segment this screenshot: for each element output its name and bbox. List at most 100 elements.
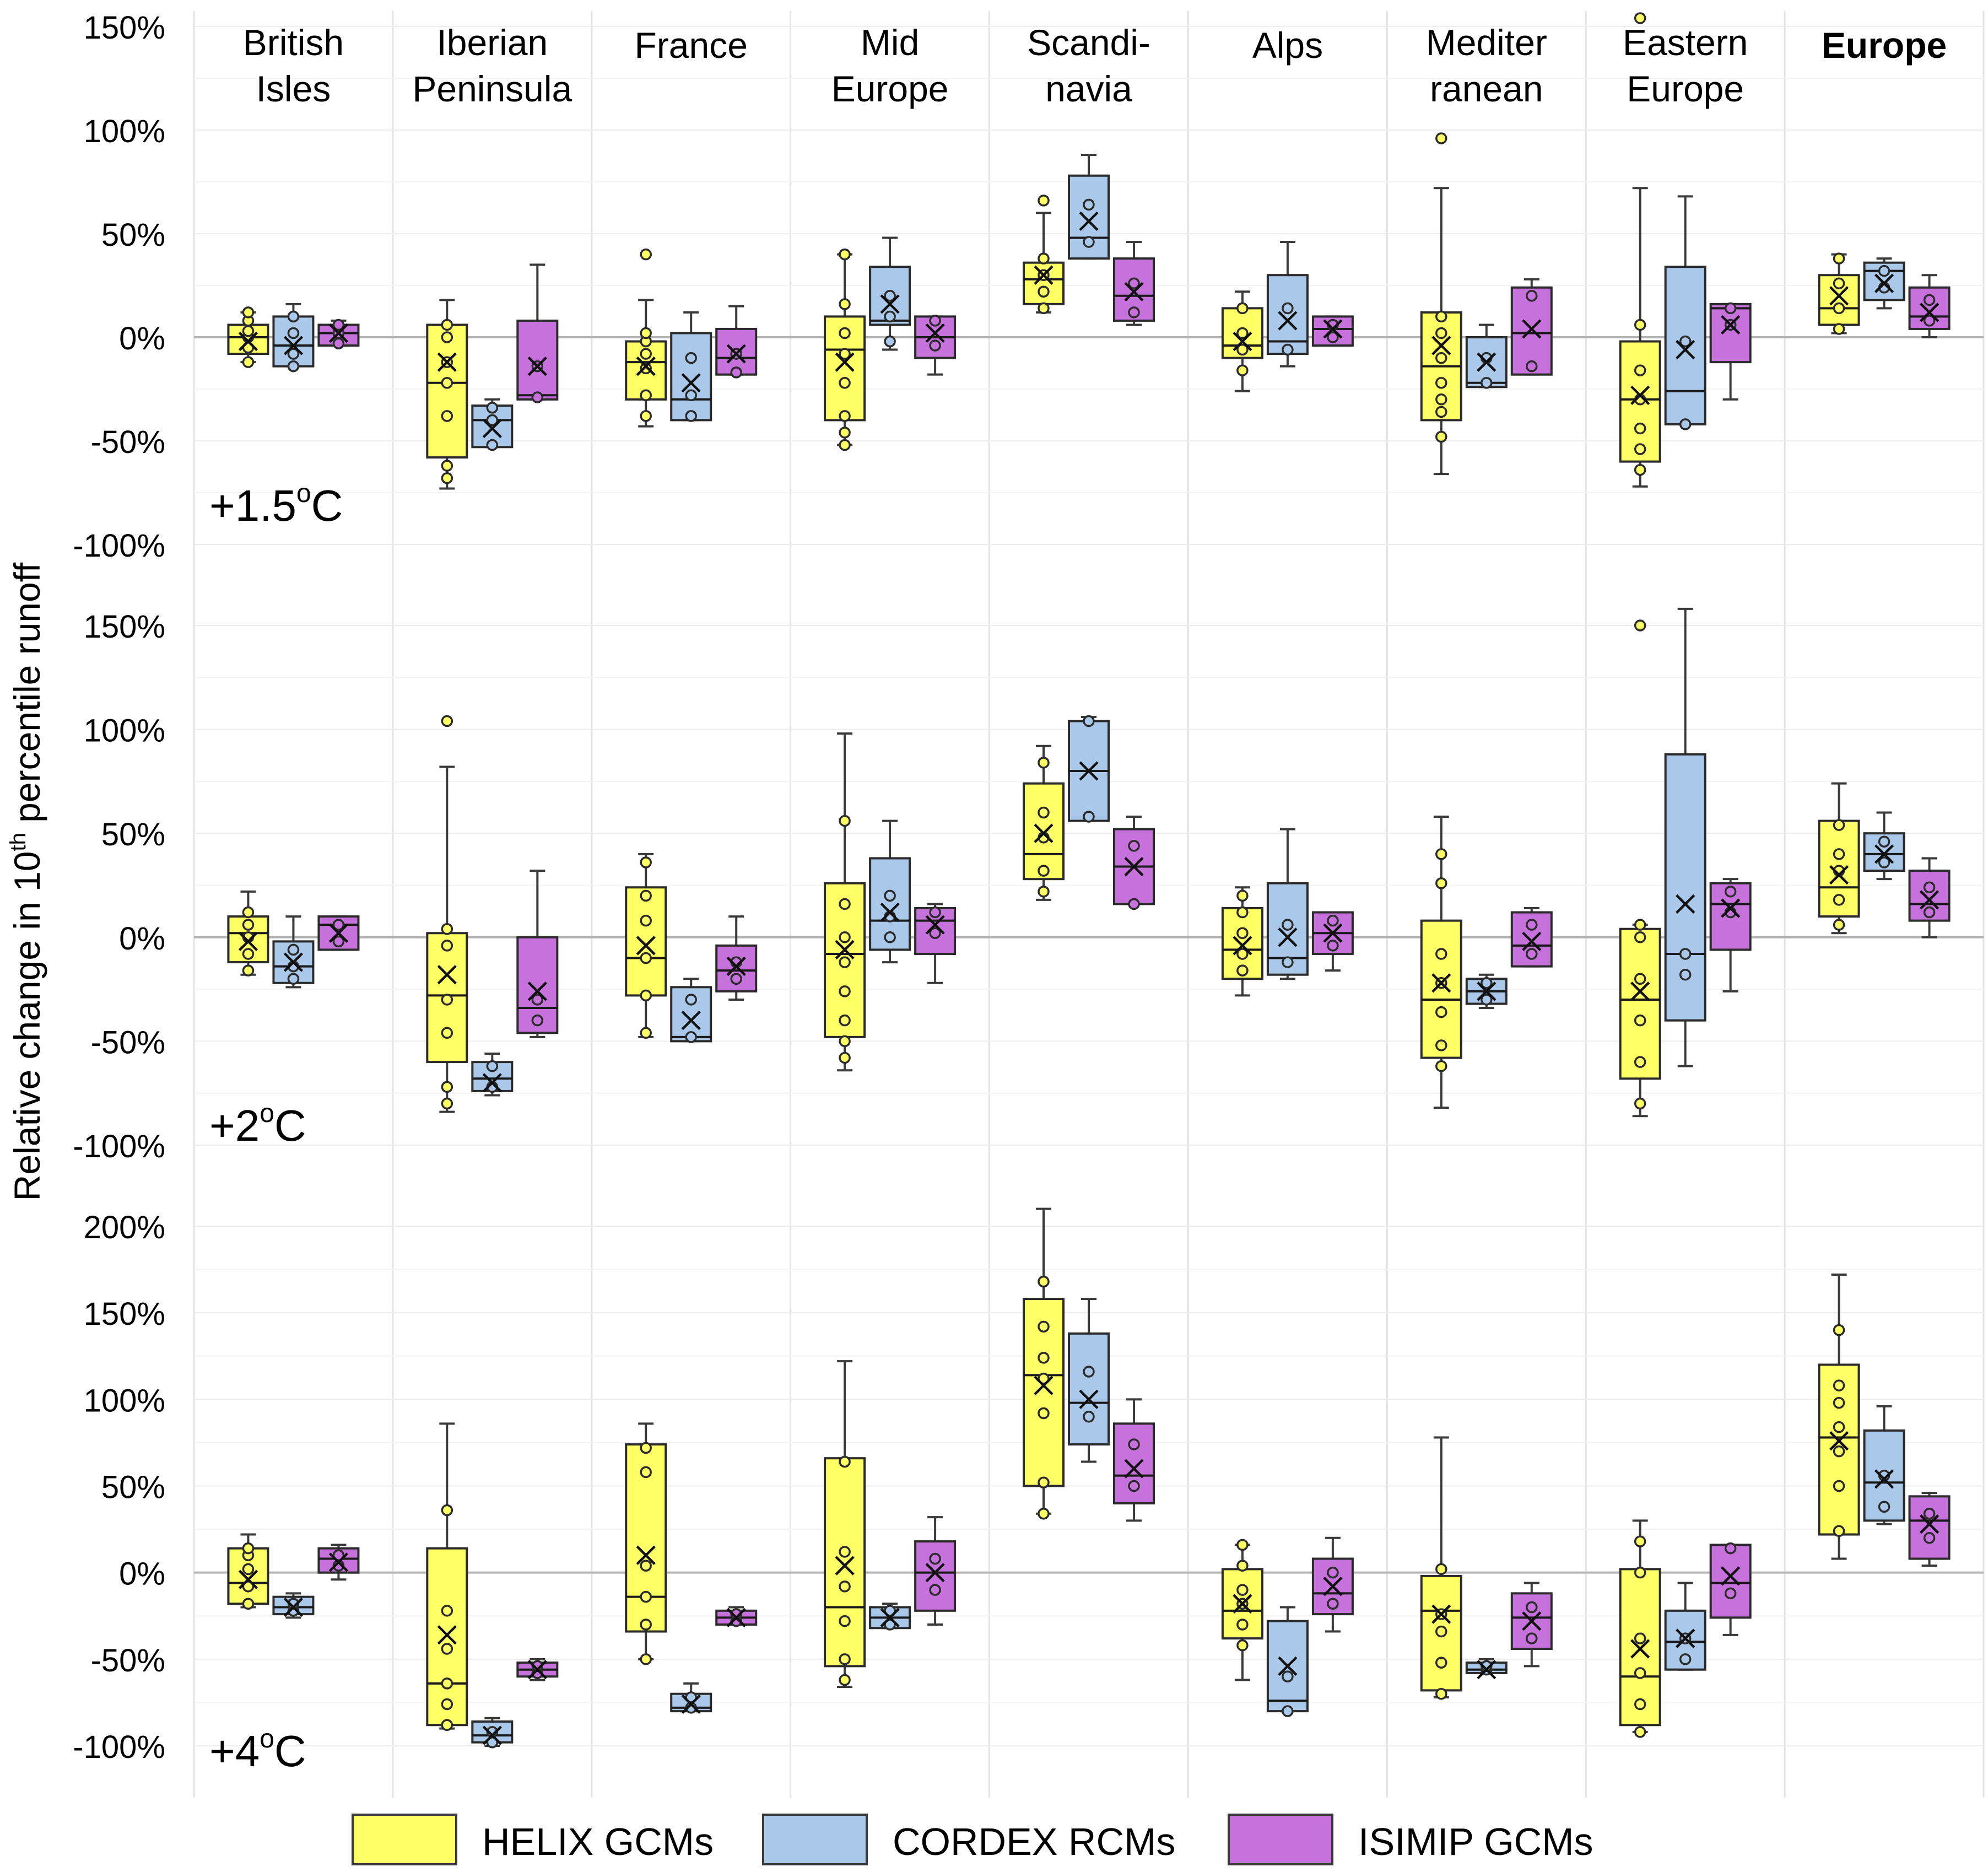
box-mid-europe-helix-point xyxy=(839,1580,851,1593)
warming-level-degree: o xyxy=(260,1099,274,1128)
box-scandinavia-helix-point xyxy=(1038,757,1050,769)
boxes xyxy=(227,174,1951,1744)
box-france-helix-point xyxy=(640,1027,652,1039)
box-mediterranean-helix-mean-marker xyxy=(1431,1604,1451,1624)
box-eastern-europe-helix-point xyxy=(1634,619,1646,632)
box-france-cordex-point xyxy=(685,1691,697,1703)
box-eastern-europe-helix-point xyxy=(1634,422,1646,435)
box-france-helix-point xyxy=(640,1442,652,1454)
box-iberian-peninsula-helix-point xyxy=(441,994,453,1006)
box-scandinavia-helix xyxy=(1023,261,1065,305)
box-france-helix-point xyxy=(640,914,652,927)
box-mid-europe-cordex-mean-marker xyxy=(880,294,900,314)
y-tick-label: -50% xyxy=(91,424,165,460)
box-france-cordex-mean-marker xyxy=(681,1011,701,1031)
box-alps-cordex-point xyxy=(1282,302,1294,315)
box-british-isles-helix-point xyxy=(242,1542,255,1555)
y-tick-label: 100% xyxy=(84,114,165,149)
region-header-europe: Europe xyxy=(1822,25,1947,66)
box-mediterranean-cordex-mean-marker xyxy=(1477,1660,1497,1680)
box-mediterranean-helix-point xyxy=(1435,1563,1447,1576)
box-scandinavia-cordex-point xyxy=(1083,1411,1095,1423)
box-mediterranean-helix-point xyxy=(1435,848,1447,860)
box-scandinavia-isimip-point xyxy=(1128,898,1140,910)
box-scandinavia-helix-point xyxy=(1038,1508,1050,1520)
box-alps-cordex-mean-marker xyxy=(1278,927,1298,947)
y-tick-label: 0% xyxy=(119,321,165,357)
box-france-helix-point xyxy=(640,989,652,1002)
box-iberian-peninsula-cordex-point xyxy=(486,439,499,451)
y-axis-title-sup: th xyxy=(6,833,30,851)
box-mid-europe-helix-mean-marker xyxy=(835,940,855,960)
box-eastern-europe-isimip-mean-marker xyxy=(1721,1566,1741,1586)
box-scandinavia-helix-mean-marker xyxy=(1034,1375,1054,1395)
box-mid-europe-helix-point xyxy=(839,348,851,360)
box-iberian-peninsula-helix-point xyxy=(441,1097,453,1110)
box-scandinavia-helix-point xyxy=(1038,252,1050,265)
box-france-cordex xyxy=(670,332,712,422)
box-scandinavia-helix-point xyxy=(1038,302,1050,315)
y-tick-label: -100% xyxy=(73,528,165,564)
box-europe-cordex-point xyxy=(1878,1501,1890,1513)
box-mid-europe-isimip-point xyxy=(929,1584,941,1596)
box-eastern-europe-helix-point xyxy=(1634,1698,1646,1711)
box-europe-helix-point xyxy=(1833,1379,1845,1391)
box-alps-helix-point xyxy=(1236,1639,1249,1652)
box-british-isles-helix-point xyxy=(242,964,255,977)
box-british-isles-helix-point xyxy=(242,356,255,368)
box-british-isles-isimip-point xyxy=(332,1549,345,1561)
box-iberian-peninsula-helix-point xyxy=(441,410,453,422)
box-alps-helix-point xyxy=(1236,927,1249,940)
box-mediterranean-isimip-point xyxy=(1526,1601,1538,1614)
box-british-isles-cordex-mean-marker xyxy=(283,336,304,355)
box-mid-europe-isimip-point xyxy=(929,906,941,919)
warming-level-degree: o xyxy=(296,479,311,508)
box-iberian-peninsula-helix-point xyxy=(441,319,453,331)
box-france-helix-point xyxy=(640,1466,652,1479)
box-mid-europe-isimip-point xyxy=(929,927,941,940)
box-british-isles-helix-point xyxy=(242,919,255,931)
box-mid-europe-isimip-point xyxy=(929,339,941,352)
box-france-isimip-mean-marker xyxy=(726,1607,746,1627)
box-alps-cordex-mean-marker xyxy=(1278,311,1298,331)
warming-level-unit: C xyxy=(274,1101,306,1150)
box-scandinavia-helix-point xyxy=(1038,1352,1050,1364)
box-europe-isimip-point xyxy=(1923,294,1936,306)
box-eastern-europe-cordex-point xyxy=(1679,1653,1692,1665)
box-scandinavia-cordex xyxy=(1068,1332,1110,1446)
legend: HELIX GCMs CORDEX RCMs ISIMIP GCMs xyxy=(352,1814,1593,1865)
box-france-helix-point xyxy=(640,389,652,402)
box-mid-europe-helix-point xyxy=(839,956,851,968)
box-eastern-europe-cordex-point xyxy=(1679,948,1692,960)
box-mid-europe-cordex-point xyxy=(884,335,896,348)
box-europe-helix-mean-marker xyxy=(1829,865,1849,885)
box-europe-isimip xyxy=(1908,1495,1951,1560)
box-eastern-europe-helix-point xyxy=(1634,319,1646,331)
box-alps-helix-point xyxy=(1236,906,1249,919)
box-mediterranean-helix-mean-marker xyxy=(1431,336,1451,355)
warming-level-degree: o xyxy=(260,1724,274,1754)
box-europe-helix-point xyxy=(1833,1445,1845,1458)
box-scandinavia-isimip-mean-marker xyxy=(1124,282,1144,301)
box-scandinavia-isimip-point xyxy=(1128,306,1140,319)
box-iberian-peninsula-helix-point xyxy=(441,1698,453,1711)
box-europe-cordex-point xyxy=(1878,856,1890,868)
box-mid-europe-cordex-mean-marker xyxy=(880,902,900,922)
box-iberian-peninsula-helix-point xyxy=(441,922,453,935)
box-mid-europe-helix-point xyxy=(839,814,851,827)
box-iberian-peninsula-cordex-mean-marker xyxy=(482,1073,502,1093)
box-mediterranean-helix xyxy=(1420,1574,1462,1692)
box-iberian-peninsula-helix-point xyxy=(441,472,453,484)
box-europe-helix-point xyxy=(1833,919,1845,931)
box-alps-isimip-point xyxy=(1327,914,1339,927)
box-scandinavia-isimip-mean-marker xyxy=(1124,856,1144,877)
box-iberian-peninsula-isimip xyxy=(516,319,559,401)
box-scandinavia-isimip xyxy=(1113,257,1155,322)
box-mediterranean-cordex-point xyxy=(1481,376,1493,389)
box-eastern-europe-cordex-mean-marker xyxy=(1676,1628,1695,1648)
warming-level-unit: C xyxy=(274,1727,306,1776)
legend-label-helix: HELIX GCMs xyxy=(482,1820,714,1863)
box-eastern-europe-isimip-mean-marker xyxy=(1721,315,1741,335)
box-france-helix-point xyxy=(640,1560,652,1572)
legend-swatch-helix xyxy=(352,1814,457,1865)
